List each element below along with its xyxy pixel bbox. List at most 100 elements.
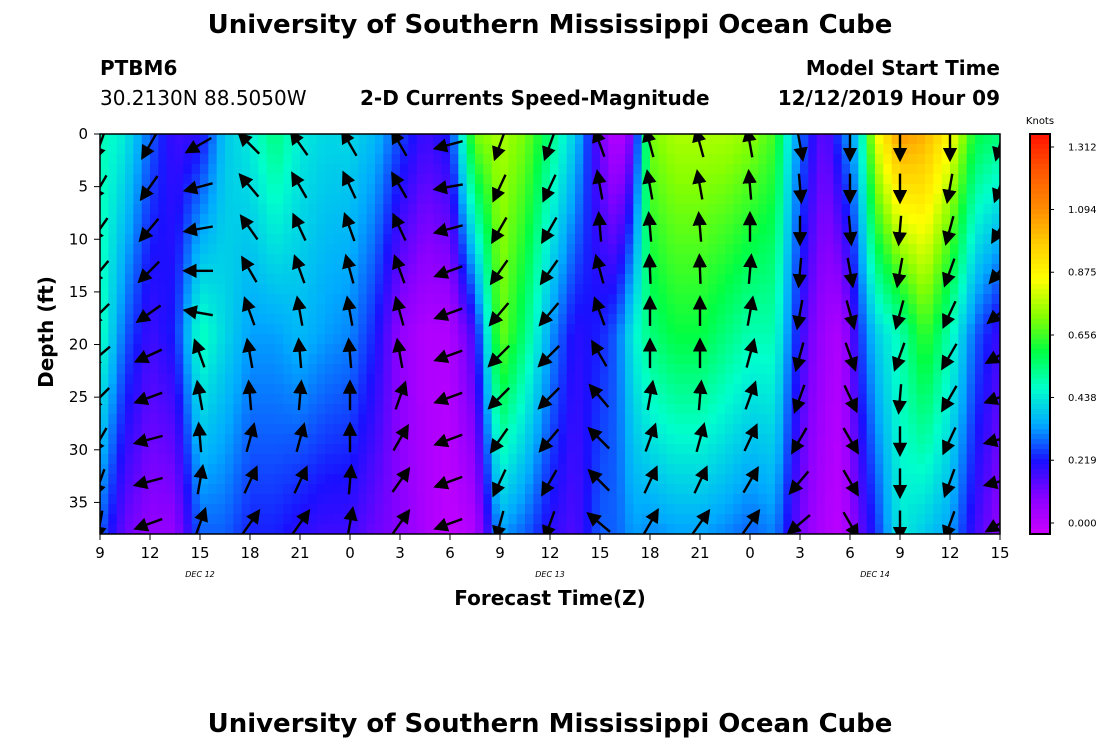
heatmap-cell	[925, 434, 934, 445]
heatmap-cell	[958, 454, 968, 465]
heatmap-cell	[241, 434, 251, 445]
heatmap-cell	[358, 154, 368, 165]
heatmap-cell	[558, 214, 568, 225]
heatmap-cell	[658, 484, 668, 495]
heatmap-cell	[541, 214, 551, 225]
heatmap-cell	[133, 364, 143, 375]
heatmap-cell	[383, 154, 393, 165]
heatmap-cell	[641, 144, 651, 155]
heatmap-cell	[325, 214, 334, 225]
heatmap-cell	[433, 384, 443, 395]
heatmap-cell	[558, 164, 568, 175]
heatmap-cell	[458, 234, 468, 245]
heatmap-cell	[750, 144, 759, 155]
heatmap-cell	[691, 314, 701, 325]
heatmap-cell	[733, 514, 743, 525]
heatmap-cell	[816, 374, 826, 385]
heatmap-cell	[258, 424, 268, 435]
heatmap-cell	[925, 144, 934, 155]
heatmap-cell	[491, 324, 501, 335]
heatmap-cell	[241, 154, 251, 165]
heatmap-cell	[325, 354, 334, 365]
heatmap-cell	[241, 314, 251, 325]
heatmap-cell	[316, 194, 326, 205]
heatmap-cell	[575, 494, 584, 505]
heatmap-cell	[216, 174, 226, 185]
heatmap-cell	[108, 364, 118, 375]
heatmap-cell	[600, 194, 609, 205]
heatmap-cell	[941, 134, 951, 145]
current-vector	[693, 379, 708, 411]
heatmap-cell	[416, 514, 426, 525]
heatmap-cell	[600, 284, 609, 295]
heatmap-cell	[583, 334, 593, 345]
heatmap-cell	[741, 154, 751, 165]
heatmap-cell	[241, 424, 251, 435]
heatmap-cell	[408, 434, 418, 445]
heatmap-cell	[250, 184, 259, 195]
heatmap-cell	[716, 494, 726, 505]
heatmap-cell	[950, 154, 959, 165]
heatmap-cell	[916, 464, 926, 475]
colorbar-segment	[1030, 524, 1050, 530]
heatmap-cell	[691, 404, 701, 415]
heatmap-cell	[458, 284, 468, 295]
current-vector	[591, 339, 608, 367]
heatmap-cell	[650, 394, 659, 405]
heatmap-cell	[125, 314, 134, 325]
heatmap-cell	[783, 344, 793, 355]
heatmap-cell	[900, 524, 909, 534]
heatmap-cell	[700, 184, 709, 195]
heatmap-cell	[625, 404, 634, 415]
heatmap-cell	[383, 274, 393, 285]
current-vector	[592, 169, 607, 200]
heatmap-cell	[358, 314, 368, 325]
heatmap-cell	[700, 274, 709, 285]
heatmap-cell	[475, 304, 484, 315]
current-vector	[100, 387, 111, 410]
heatmap-cell	[575, 464, 584, 475]
heatmap-cell	[566, 464, 576, 475]
heatmap-cell	[550, 434, 559, 445]
current-vector	[192, 379, 207, 411]
heatmap-cell	[125, 434, 134, 445]
heatmap-cell	[958, 214, 968, 225]
heatmap-cell	[966, 164, 976, 175]
heatmap-cell	[475, 324, 484, 335]
heatmap-cell	[383, 194, 393, 205]
x-tick-label: 12	[540, 544, 559, 562]
heatmap-cell	[858, 234, 868, 245]
heatmap-cell	[283, 304, 293, 315]
heatmap-cell	[908, 254, 918, 265]
heatmap-cell	[975, 334, 984, 345]
heatmap-cell	[625, 304, 634, 315]
heatmap-cell	[625, 464, 634, 475]
heatmap-cell	[975, 304, 984, 315]
current-vector	[394, 380, 408, 410]
heatmap-cell	[858, 434, 868, 445]
heatmap-cell	[466, 514, 476, 525]
heatmap-cell	[166, 474, 176, 485]
heatmap-cell	[450, 434, 459, 445]
heatmap-cell	[766, 464, 776, 475]
heatmap-cell	[966, 214, 976, 225]
heatmap-cell	[516, 284, 526, 295]
current-vector	[793, 134, 808, 163]
heatmap-cell	[891, 134, 901, 145]
heatmap-cell	[216, 474, 226, 485]
heatmap-cell	[675, 314, 684, 325]
heatmap-cell	[600, 474, 609, 485]
heatmap-cell	[225, 524, 234, 534]
heatmap-cell	[833, 264, 843, 275]
heatmap-cell	[291, 144, 301, 155]
heatmap-cell	[466, 474, 476, 485]
heatmap-cell	[666, 344, 676, 355]
colorbar-segment	[1030, 274, 1050, 280]
heatmap-cell	[833, 294, 843, 305]
heatmap-cell	[758, 524, 768, 534]
heatmap-cell	[683, 274, 693, 285]
heatmap-cell	[425, 174, 434, 185]
heatmap-cell	[450, 354, 459, 365]
heatmap-cell	[566, 374, 576, 385]
heatmap-cell	[283, 144, 293, 155]
